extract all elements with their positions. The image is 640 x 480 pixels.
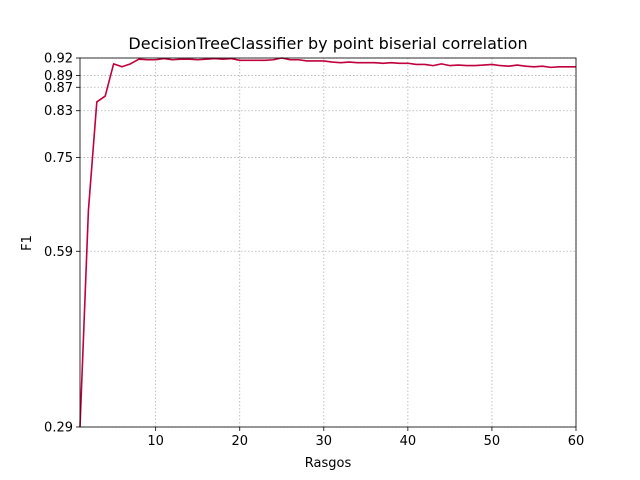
x-tick-label: 50 bbox=[484, 434, 501, 449]
y-axis-label: F1 bbox=[20, 235, 35, 251]
x-tick-label: 40 bbox=[400, 434, 417, 449]
x-tick-label: 10 bbox=[147, 434, 164, 449]
y-tick-label: 0.59 bbox=[44, 245, 73, 260]
series-layer bbox=[79, 57, 576, 428]
y-tick-label: 0.29 bbox=[44, 421, 73, 436]
y-tick-label: 0.75 bbox=[44, 151, 73, 166]
x-tick-label: 20 bbox=[231, 434, 248, 449]
grid bbox=[80, 57, 577, 428]
series-line bbox=[79, 57, 576, 428]
axes bbox=[79, 57, 577, 428]
y-tick-label: 0.89 bbox=[44, 69, 73, 84]
y-tick-label: 0.92 bbox=[44, 52, 73, 67]
plot-frame bbox=[79, 57, 577, 428]
x-tick-label: 60 bbox=[568, 434, 585, 449]
chart-title: DecisionTreeClassifier by point biserial… bbox=[128, 34, 527, 53]
ticks: 0.29 0.59 0.75 0.83 0.870.89 0.92 10 20 30 40 50 60 bbox=[44, 52, 584, 450]
y-tick-label: 0.83 bbox=[44, 104, 73, 119]
x-axis-label: Rasgos bbox=[305, 456, 352, 471]
y-tick-label: 0.87 bbox=[44, 81, 73, 96]
x-tick-label: 30 bbox=[316, 434, 333, 449]
